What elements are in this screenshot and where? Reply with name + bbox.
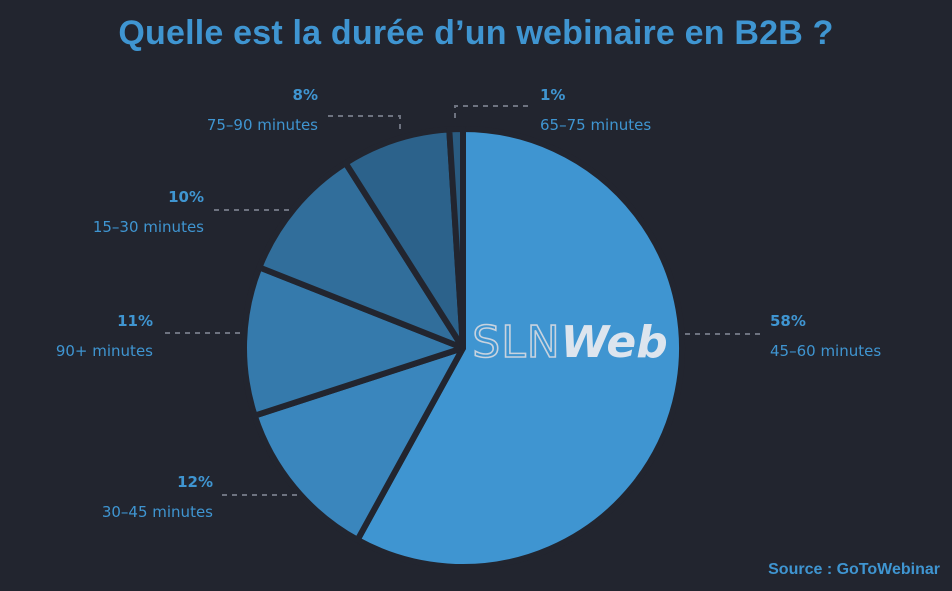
pie-slice-30-45-minutes (251, 345, 466, 543)
slice-percent-label: 12% (177, 473, 213, 491)
leader-line-75-90-minutes (328, 115, 401, 132)
pie-slice-90-minutes (241, 264, 466, 419)
leader-line-65-75-minutes (454, 105, 532, 118)
slice-percent-label: 11% (117, 312, 153, 330)
watermark-web: Web (561, 317, 668, 368)
slice-percent-label: 10% (168, 188, 204, 206)
pie-slice-45-60-minutes (354, 126, 686, 570)
pie-slices (241, 125, 686, 570)
slice-category-label: 75–90 minutes (207, 116, 318, 134)
slice-category-label: 90+ minutes (56, 342, 153, 360)
slice-category-label: 30–45 minutes (102, 503, 213, 521)
watermark-logo: SLNWeb (472, 317, 667, 368)
source-note: Source : GoToWebinar (768, 561, 940, 578)
watermark-sln: SLN (472, 317, 560, 368)
slice-category-label: 15–30 minutes (93, 218, 204, 236)
slice-category-label: 65–75 minutes (540, 116, 651, 134)
slice-labels: 58% 45–60 minutes 12% 30–45 minutes 11% 90+ m… (56, 86, 882, 521)
slice-percent-label: 58% (770, 312, 806, 330)
slice-category-label: 45–60 minutes (770, 342, 881, 360)
slice-percent-label: 1% (540, 86, 565, 104)
pie-slice-15-30-minutes (256, 160, 466, 351)
pie-slice-65-75-minutes (446, 125, 466, 351)
chart-title: Quelle est la durée d’un webinaire en B2… (118, 14, 834, 52)
slice-percent-label: 8% (293, 86, 318, 104)
leader-lines (165, 105, 760, 496)
